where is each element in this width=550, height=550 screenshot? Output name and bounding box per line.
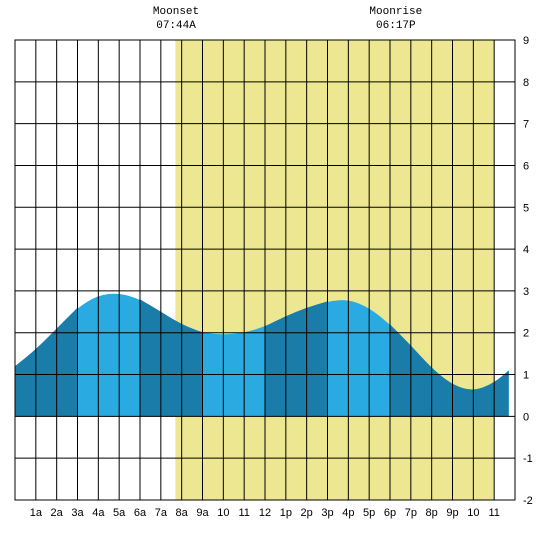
- x-tick-label: 12: [259, 507, 271, 519]
- x-tick-label: 2p: [301, 507, 313, 519]
- x-tick-label: 4a: [92, 507, 105, 519]
- x-tick-label: 1p: [280, 507, 292, 519]
- chart-svg: -2-101234567891a2a3a4a5a6a7a8a9a1011121p…: [0, 0, 550, 550]
- x-tick-label: 1a: [30, 507, 43, 519]
- moonset-label: Moonset: [153, 6, 199, 18]
- x-tick-label: 9p: [446, 507, 458, 519]
- y-tick-label: 3: [523, 286, 529, 298]
- moonset-time: 07:44A: [156, 20, 196, 32]
- x-tick-label: 8p: [426, 507, 438, 519]
- x-tick-label: 5p: [363, 507, 375, 519]
- y-tick-label: 7: [523, 119, 529, 131]
- y-tick-label: 2: [523, 328, 529, 340]
- moonrise-label: Moonrise: [369, 6, 422, 18]
- x-tick-label: 4p: [342, 507, 354, 519]
- y-tick-label: 1: [523, 370, 529, 382]
- y-tick-label: 4: [523, 244, 529, 256]
- x-tick-label: 10: [467, 507, 479, 519]
- y-tick-label: 9: [523, 35, 529, 47]
- tide-chart: -2-101234567891a2a3a4a5a6a7a8a9a1011121p…: [0, 0, 550, 550]
- x-tick-label: 7a: [155, 507, 168, 519]
- y-tick-label: 0: [523, 411, 529, 423]
- x-tick-label: 3p: [321, 507, 333, 519]
- y-tick-label: 8: [523, 77, 529, 89]
- x-tick-label: 6p: [384, 507, 396, 519]
- x-tick-label: 11: [488, 507, 499, 519]
- y-tick-label: 6: [523, 160, 529, 172]
- x-tick-label: 2a: [51, 507, 64, 519]
- x-tick-label: 6a: [134, 507, 147, 519]
- y-tick-label: -2: [523, 495, 533, 507]
- x-tick-label: 3a: [71, 507, 84, 519]
- x-tick-label: 10: [217, 507, 229, 519]
- y-tick-label: 5: [523, 202, 529, 214]
- x-tick-label: 7p: [405, 507, 417, 519]
- x-tick-label: 8a: [176, 507, 189, 519]
- x-tick-label: 5a: [113, 507, 126, 519]
- moonrise-time: 06:17P: [376, 20, 416, 32]
- y-tick-label: -1: [523, 453, 533, 465]
- x-tick-label: 11: [238, 507, 249, 519]
- x-tick-label: 9a: [196, 507, 209, 519]
